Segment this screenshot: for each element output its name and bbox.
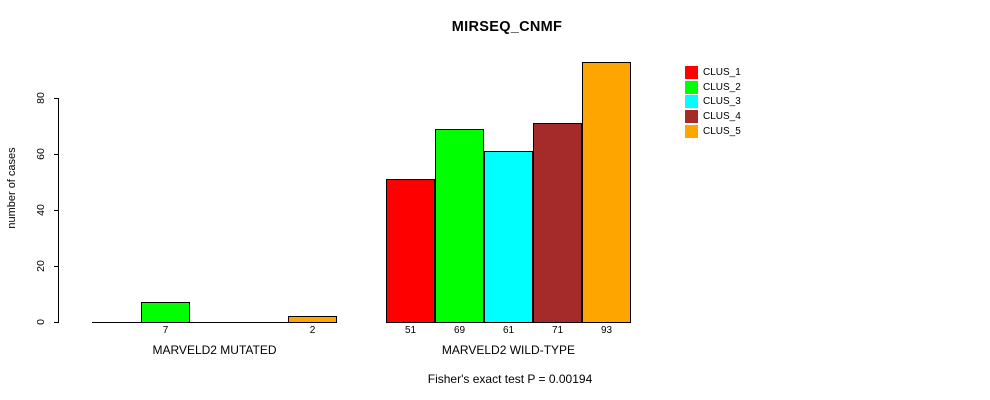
- legend-label-clus_3: CLUS_3: [703, 96, 741, 108]
- legend-swatch-clus_1: [685, 66, 698, 79]
- bar-value-label: 7: [162, 325, 169, 336]
- bar-clus_1: [386, 179, 435, 323]
- bar-value-label: 61: [502, 325, 515, 336]
- legend-swatch-clus_3: [685, 95, 698, 109]
- y-axis-tick: [54, 154, 59, 155]
- x-category-label-mutated: MARVELD2 MUTATED: [152, 343, 277, 357]
- bar-clus_2: [141, 302, 190, 323]
- legend-label-clus_1: CLUS_1: [703, 67, 741, 78]
- legend-label-clus_4: CLUS_4: [703, 111, 741, 123]
- bar-value-label: 51: [404, 325, 417, 336]
- bar-value-label: 71: [551, 325, 564, 336]
- fisher-test-annotation: Fisher's exact test P = 0.00194: [427, 372, 593, 386]
- bar-clus_5: [582, 62, 631, 323]
- x-category-label-wildtype: MARVELD2 WILD-TYPE: [441, 343, 576, 357]
- legend-label-clus_2: CLUS_2: [703, 81, 741, 93]
- bar-value-label: 93: [600, 325, 613, 336]
- bar-clus_4: [533, 123, 582, 323]
- legend-swatch-clus_2: [685, 80, 698, 94]
- y-axis-tick: [54, 98, 59, 99]
- legend-label-clus_5: CLUS_5: [703, 125, 741, 137]
- bar-clus_5: [288, 316, 337, 323]
- bar-value-label: 2: [309, 325, 316, 336]
- y-axis-tick: [54, 210, 59, 211]
- bar-value-label: 69: [453, 325, 466, 336]
- bar-clus_2: [435, 129, 484, 323]
- bar-clus_3: [484, 151, 533, 323]
- legend-swatch-clus_4: [685, 110, 698, 124]
- legend-swatch-clus_5: [685, 124, 698, 138]
- y-axis-tick: [54, 266, 59, 267]
- y-axis-tick: [54, 322, 59, 323]
- chart-title: MIRSEQ_CNMF: [451, 19, 563, 35]
- x-axis-baseline: [92, 322, 337, 323]
